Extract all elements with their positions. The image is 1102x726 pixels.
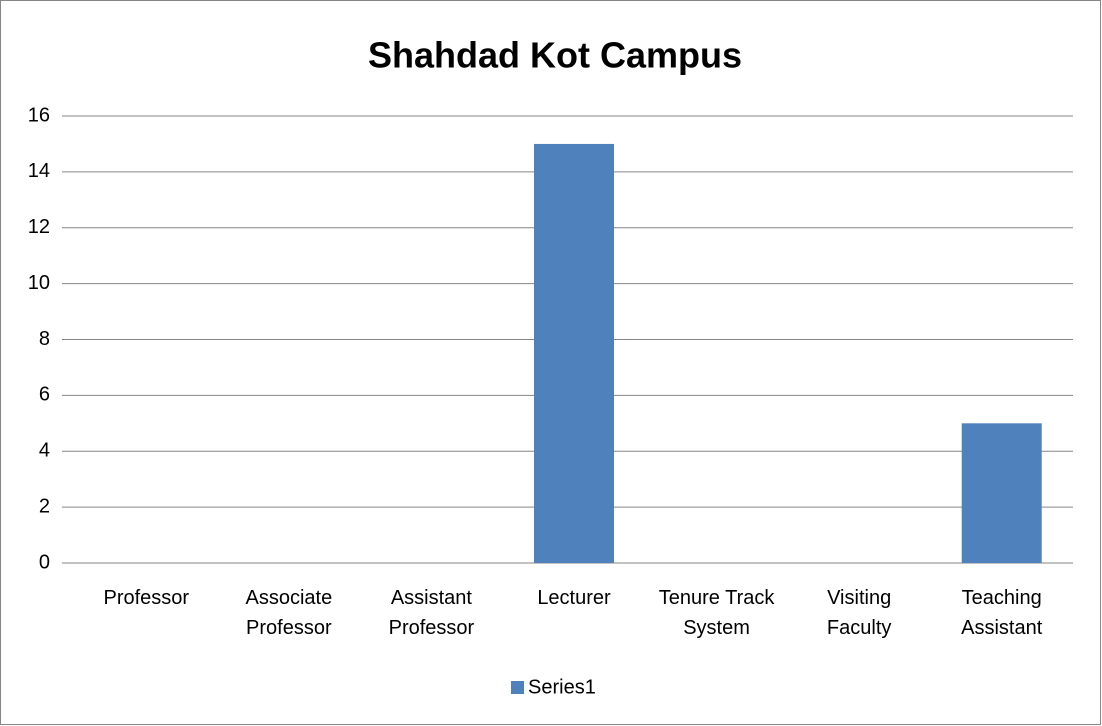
y-tick-label: 2 [39,495,50,517]
y-tick-label: 16 [28,104,50,126]
legend-swatch [511,681,524,694]
y-tick-label: 12 [28,216,50,238]
x-tick-label: Lecturer [537,587,611,609]
bar [534,143,614,563]
bar [961,423,1042,563]
chart-title: Shahdad Kot Campus [368,35,742,76]
y-tick-label: 4 [39,440,50,462]
y-tick-label: 14 [28,160,50,182]
x-tick-label: Teaching Assistant [961,587,1043,639]
x-tick-label: Assistant Professor [389,587,475,639]
x-tick-label: Professor [103,587,189,609]
x-tick-label: Visiting Faculty [827,587,891,639]
x-tick-label: Tenure Track System [659,587,776,639]
y-tick-label: 10 [28,272,50,294]
y-tick-label: 6 [39,384,50,406]
y-tick-label: 8 [39,328,50,350]
legend-label: Series1 [528,676,596,698]
x-tick-label: Associate Professor [245,587,332,639]
y-tick-label: 0 [39,551,50,573]
